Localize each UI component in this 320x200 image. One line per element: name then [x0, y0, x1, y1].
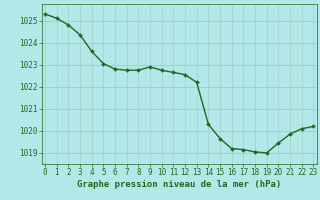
X-axis label: Graphe pression niveau de la mer (hPa): Graphe pression niveau de la mer (hPa)	[77, 180, 281, 189]
